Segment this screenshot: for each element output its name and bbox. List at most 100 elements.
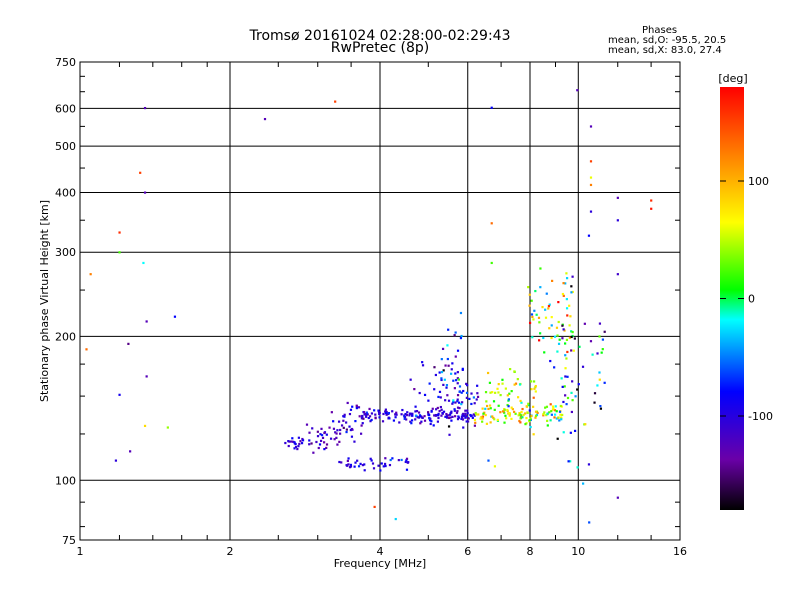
data-point (583, 322, 586, 325)
data-point (454, 372, 457, 375)
data-point (565, 307, 569, 310)
data-point (454, 355, 457, 358)
data-point (353, 440, 356, 443)
data-point (440, 408, 443, 411)
data-point (562, 400, 565, 404)
data-point (574, 395, 577, 398)
data-point (323, 441, 326, 444)
data-point (568, 336, 571, 339)
data-point (354, 420, 357, 423)
data-point (288, 440, 291, 443)
data-point (365, 414, 368, 417)
data-point (400, 413, 403, 416)
data-point (452, 399, 455, 402)
data-point (447, 364, 450, 367)
data-point (650, 207, 653, 210)
data-point (460, 403, 463, 406)
data-point (528, 419, 531, 422)
data-point (458, 385, 462, 388)
data-point (349, 408, 353, 411)
data-point (506, 394, 509, 397)
data-point (378, 416, 381, 419)
data-point (397, 459, 400, 462)
data-point (475, 413, 478, 416)
data-point (593, 401, 596, 404)
data-point (593, 392, 597, 395)
x-tick-label: 1 (77, 545, 84, 558)
colorbar-tick-label: 100 (748, 175, 769, 188)
data-point (487, 407, 490, 411)
data-point (379, 469, 382, 472)
data-point (566, 314, 569, 317)
data-point (556, 350, 559, 353)
data-point (464, 416, 467, 419)
data-point (518, 383, 522, 386)
y-tick-label: 400 (55, 186, 76, 199)
data-point (316, 435, 320, 438)
data-point (446, 357, 449, 361)
data-point (565, 357, 568, 360)
colorbar-tick-label: 0 (748, 293, 755, 306)
data-point (453, 408, 456, 411)
data-point (546, 413, 549, 416)
data-point (409, 412, 412, 415)
data-point (349, 465, 353, 468)
data-point (417, 411, 421, 414)
data-point (389, 458, 392, 462)
data-point (527, 404, 530, 407)
data-point (362, 411, 366, 414)
data-point (325, 433, 328, 436)
data-point (319, 439, 323, 442)
data-point (469, 413, 472, 417)
data-point (496, 387, 499, 390)
data-point (516, 396, 520, 399)
data-point (569, 315, 572, 318)
data-point (365, 412, 369, 416)
data-point (394, 416, 397, 419)
data-point (550, 316, 553, 319)
data-point (292, 440, 295, 443)
data-point (572, 349, 575, 352)
data-point (430, 409, 433, 413)
data-point (549, 359, 552, 363)
data-point (492, 400, 496, 403)
data-point (561, 292, 565, 296)
data-point (508, 414, 511, 417)
data-point (510, 406, 513, 409)
data-point (507, 405, 510, 408)
data-point (382, 465, 385, 468)
data-point (532, 433, 535, 436)
data-point (570, 285, 573, 288)
data-point (129, 450, 132, 453)
data-point (571, 275, 574, 278)
data-point (418, 391, 421, 395)
data-point (456, 400, 459, 403)
data-point (297, 445, 300, 448)
data-point (456, 406, 460, 409)
data-point (513, 383, 516, 386)
data-point (496, 418, 499, 421)
data-point (570, 391, 573, 394)
data-point (501, 378, 504, 381)
data-point (85, 348, 88, 351)
data-point (573, 429, 577, 433)
data-point (462, 389, 465, 393)
data-point (570, 410, 573, 414)
data-point (427, 399, 430, 402)
data-point (545, 405, 549, 408)
data-point (348, 412, 352, 416)
data-point (293, 441, 296, 444)
data-point (481, 407, 484, 410)
data-point (603, 330, 606, 333)
data-point (421, 364, 425, 367)
data-point (351, 428, 354, 431)
data-point (471, 416, 474, 419)
data-point (576, 466, 579, 469)
data-point (381, 420, 385, 423)
data-point (514, 412, 517, 415)
data-point (473, 402, 476, 405)
data-point (501, 382, 504, 385)
data-point (589, 125, 593, 128)
data-point (447, 399, 451, 402)
data-point (555, 417, 558, 420)
